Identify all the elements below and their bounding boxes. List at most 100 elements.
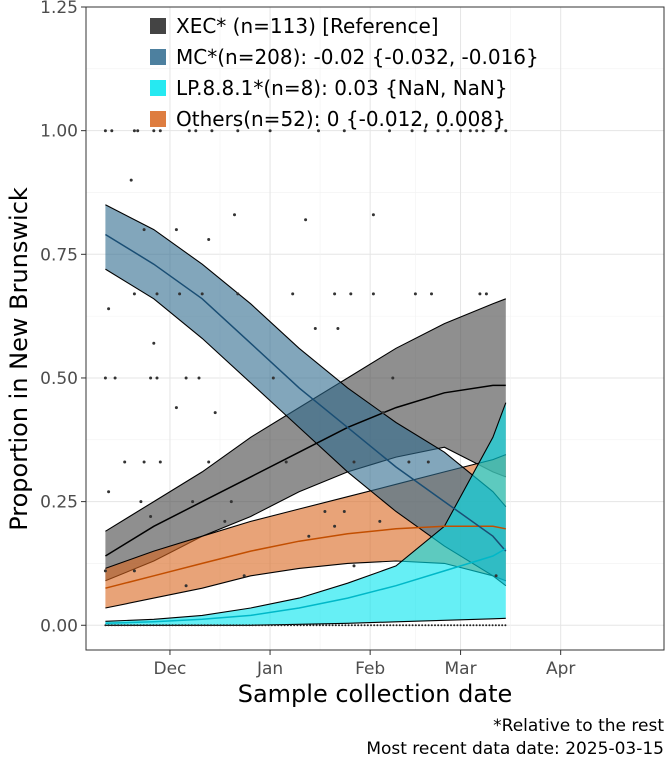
observation-point: [158, 129, 162, 133]
y-tick-label: 1.25: [40, 0, 78, 18]
observation-point: [107, 307, 111, 311]
observation-point: [187, 129, 191, 133]
legend-key: [150, 18, 166, 34]
zero-observation-point: [491, 624, 494, 627]
zero-observation-point: [402, 624, 404, 627]
plot-panel-border: [85, 6, 665, 651]
zero-observation-point: [347, 624, 350, 627]
zero-observation-point: [120, 624, 123, 627]
legend-label: XEC* (n=113) [Reference]: [176, 14, 439, 38]
confidence-bands: [105, 204, 507, 626]
zero-observation-point: [411, 624, 414, 627]
zero-observation-point: [386, 624, 388, 627]
zero-observation-point: [194, 624, 196, 627]
zero-observation-point: [299, 624, 302, 627]
y-axis-ticks: 0.00 0.25 0.50 0.75 1.00 1.25: [40, 0, 86, 636]
observation-point: [242, 574, 246, 578]
zero-observation-point: [162, 624, 164, 627]
observation-point: [436, 129, 440, 133]
zero-observation-point: [488, 624, 491, 627]
observation-point: [468, 129, 472, 133]
x-tick-label: Apr: [546, 659, 575, 679]
observation-point: [233, 213, 236, 217]
caption-relative-note: *Relative to the rest: [493, 716, 664, 736]
ci-upper-edge: [105, 204, 507, 507]
observation-point: [291, 292, 295, 296]
zero-observation-point: [405, 624, 408, 627]
observation-point: [459, 129, 463, 133]
fit-line: [105, 384, 506, 557]
observation-point: [313, 327, 317, 330]
zero-observation-point: [280, 624, 283, 627]
zero-observation-point: [392, 624, 395, 627]
observation-point: [191, 500, 195, 504]
observation-point: [484, 292, 488, 296]
y-tick-label: 0.50: [40, 369, 78, 389]
zero-observation-point: [165, 624, 168, 627]
observation-point: [268, 129, 272, 133]
zero-observation-point: [450, 624, 452, 627]
zero-observation-point: [456, 624, 459, 627]
zero-observation-point: [379, 624, 382, 627]
zero-observation-point: [315, 624, 318, 627]
observation-point: [200, 292, 204, 296]
zero-observation-point: [494, 624, 497, 627]
zero-observation-point: [210, 624, 212, 627]
zero-observation-point: [466, 624, 468, 627]
observation-point: [194, 129, 198, 133]
observation-point: [333, 292, 337, 296]
zero-observation-point: [184, 624, 187, 627]
observation-point: [391, 376, 395, 380]
zero-observation-point: [261, 624, 264, 627]
zero-observation-point: [130, 624, 132, 627]
observation-point: [423, 129, 427, 133]
zero-observation-point: [357, 624, 360, 627]
zero-observation-point: [376, 624, 379, 627]
ci-band: [105, 204, 506, 586]
observation-point: [178, 292, 182, 296]
zero-observation-point: [254, 624, 257, 627]
zero-observation-point: [216, 624, 219, 627]
zero-observation-point: [427, 624, 430, 627]
observation-point: [184, 376, 188, 380]
observation-point: [132, 129, 136, 133]
observation-point: [155, 292, 159, 296]
observation-point: [352, 564, 356, 568]
zero-observation-point: [168, 624, 171, 627]
zero-observation-point: [350, 624, 353, 627]
legend-key: [150, 111, 166, 127]
zero-observation-point: [229, 624, 232, 627]
zero-observation-point: [181, 624, 184, 627]
zero-observation-point: [453, 624, 456, 627]
zero-observation-point: [354, 624, 356, 627]
legend-key: [150, 80, 166, 96]
zero-observation-point: [206, 624, 209, 627]
observation-point: [378, 519, 382, 523]
fit-lines: [105, 233, 507, 625]
observation-point: [342, 129, 346, 133]
observation-point: [304, 218, 308, 222]
observation-point: [410, 129, 414, 133]
y-tick-label: 0.25: [40, 493, 78, 513]
zero-observation-point: [430, 624, 433, 627]
observation-point: [381, 411, 385, 415]
zero-observation-point: [251, 624, 254, 627]
observation-point: [149, 515, 153, 518]
observation-point: [371, 292, 375, 296]
ci-upper-edge: [105, 402, 507, 622]
zero-observation-point: [142, 624, 145, 627]
observation-point: [413, 292, 417, 296]
zero-observation-point: [293, 624, 296, 627]
observation-point: [407, 460, 411, 464]
zero-observation-point: [373, 624, 376, 627]
zero-observation-point: [110, 624, 113, 627]
legend-label: LP.8.8.1*(n=8): 0.03 {NaN, NaN}: [176, 76, 508, 100]
zero-observation-point: [107, 624, 110, 627]
zero-observation-point: [498, 624, 500, 627]
zero-observation-point: [482, 624, 484, 627]
observation-point: [158, 460, 162, 464]
zero-observation-point: [286, 624, 289, 627]
observation-point: [152, 341, 156, 345]
zero-observation-point: [366, 624, 369, 627]
observation-point: [213, 411, 217, 415]
